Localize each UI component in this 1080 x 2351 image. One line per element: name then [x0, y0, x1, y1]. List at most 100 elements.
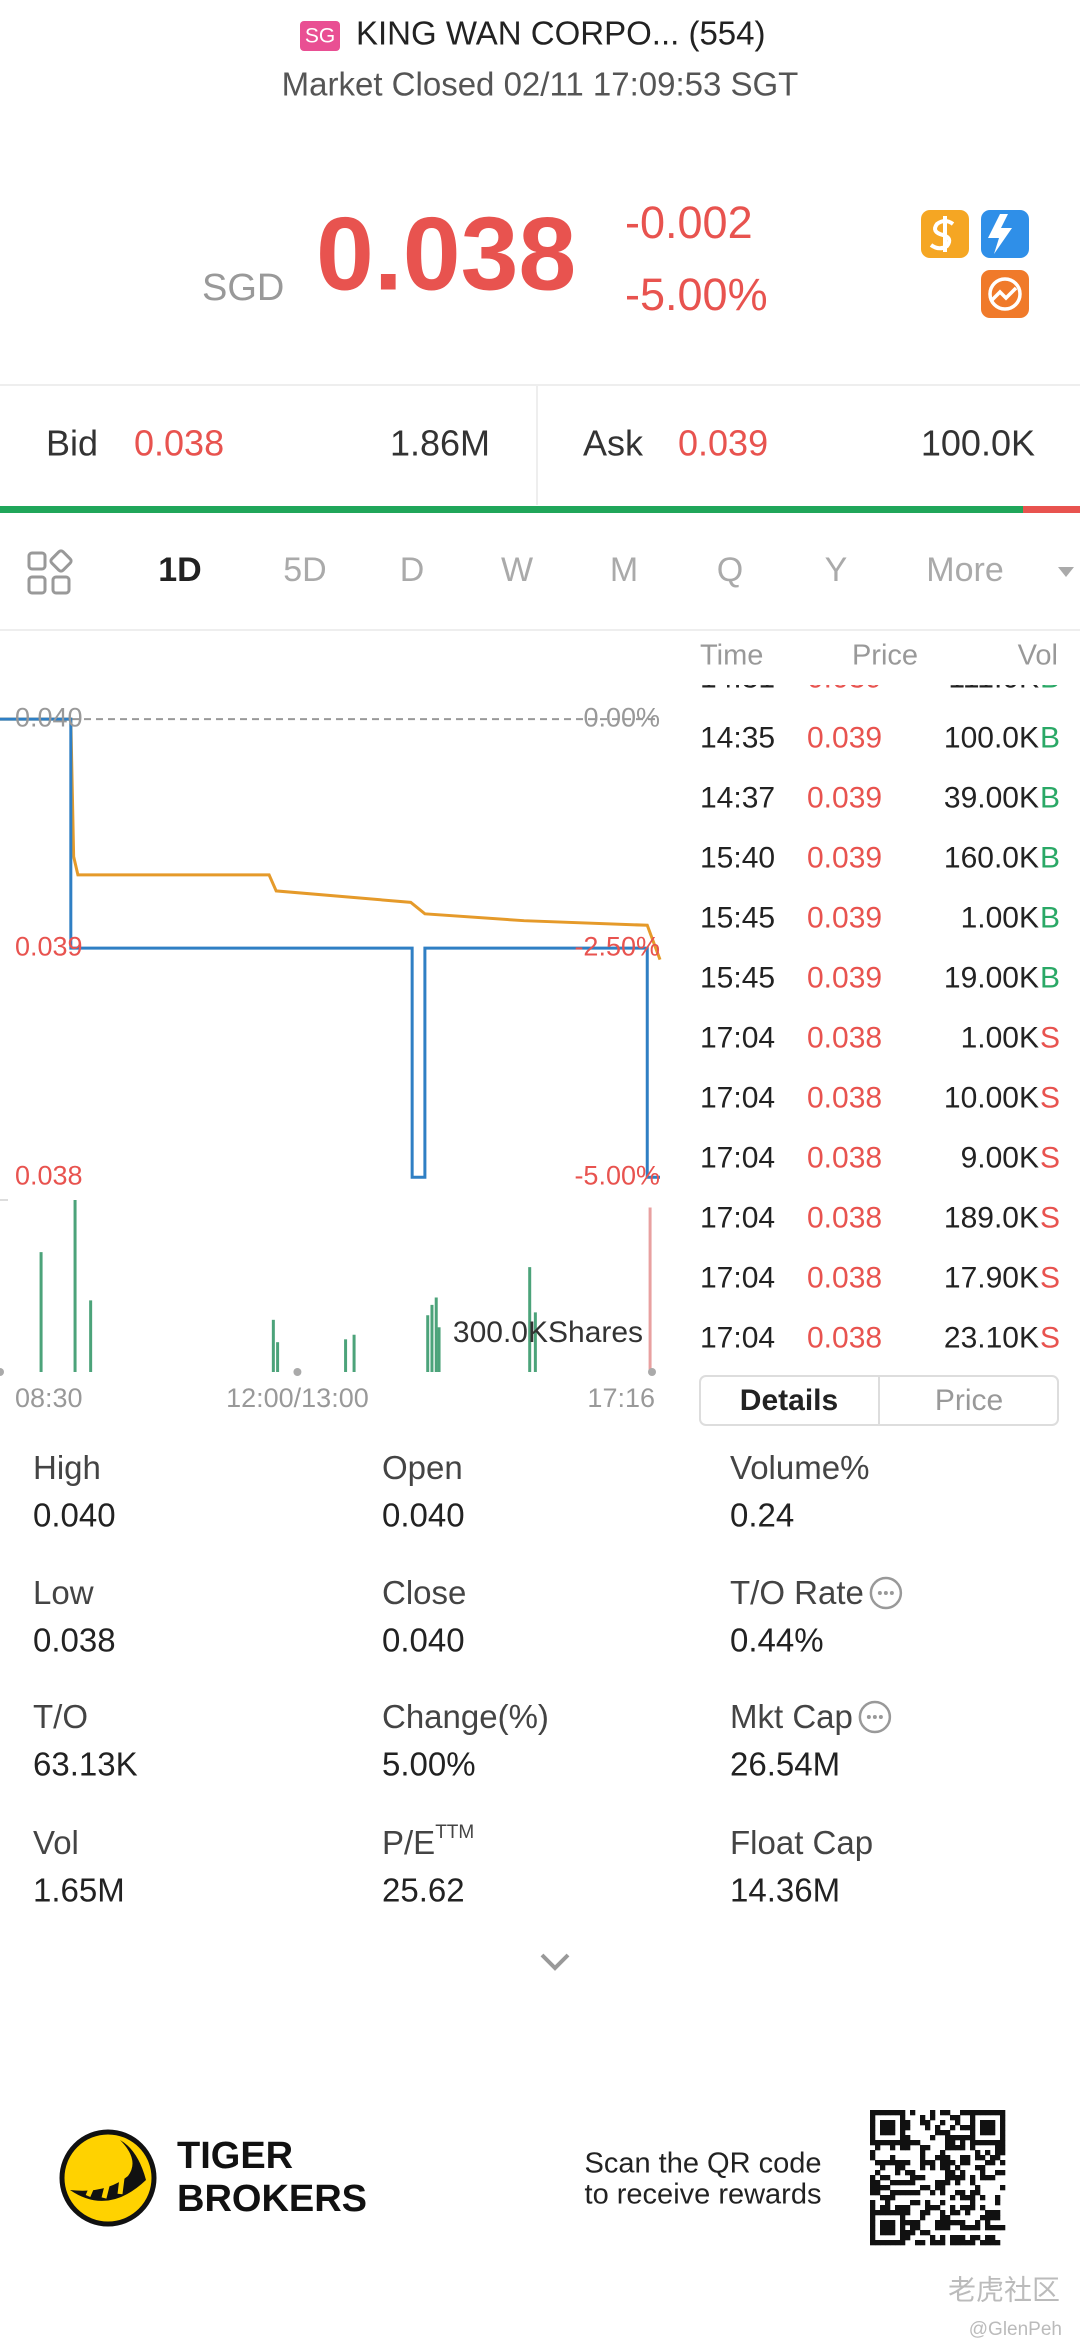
qr-cell [970, 2145, 976, 2151]
qr-cell [880, 2120, 886, 2126]
period-tab[interactable]: W [501, 551, 533, 589]
qr-cell [870, 2205, 876, 2211]
trade-time: 14:37 [700, 781, 775, 814]
qr-cell [1000, 2120, 1006, 2126]
qr-cell [900, 2160, 906, 2166]
period-tab[interactable]: 1D [158, 551, 201, 589]
qr-cell [955, 2220, 961, 2226]
qr-cell [905, 2170, 911, 2176]
qr-cell [970, 2225, 976, 2231]
qr-cell [985, 2175, 991, 2181]
qr-cell [980, 2120, 986, 2126]
qr-cell [890, 2155, 896, 2161]
qr-cell [980, 2175, 986, 2181]
qr-cell [920, 2185, 926, 2191]
qr-cell [935, 2125, 941, 2131]
expand-chevron[interactable] [540, 1953, 570, 1971]
qr-cell [940, 2200, 946, 2206]
qr-cell [905, 2180, 911, 2186]
y2-tick-label: -5.00% [574, 1160, 660, 1190]
qr-cell [930, 2235, 936, 2241]
info-icon[interactable] [869, 1576, 903, 1610]
stat-value: 1.65M [33, 1872, 125, 1909]
trade-volume: 39.00K [944, 781, 1039, 814]
qr-cell [980, 2205, 986, 2211]
qr-cell [985, 2130, 991, 2136]
more-arrow[interactable] [1058, 567, 1074, 577]
detail-tab[interactable]: Price [935, 1384, 1003, 1417]
qr-cell [885, 2110, 891, 2116]
stat-label: Low [33, 1574, 94, 1611]
info-icon[interactable] [858, 1700, 892, 1734]
trade-price: 0.038 [807, 1141, 882, 1174]
qr-cell [985, 2110, 991, 2116]
qr-cell [880, 2195, 886, 2201]
qr-cell [950, 2205, 956, 2211]
qr-cell [915, 2200, 921, 2206]
qr-cell [925, 2120, 931, 2126]
trade-time: 15:45 [700, 901, 775, 934]
detail-tab[interactable]: Details [740, 1384, 838, 1417]
chart-glyph [988, 277, 1022, 311]
stat-label-text: P/E [382, 1824, 435, 1861]
qr-cell [950, 2135, 956, 2141]
qr-cell [915, 2225, 921, 2231]
qr-cell [925, 2230, 931, 2236]
period-tab[interactable]: D [400, 551, 425, 589]
trade-price: 0.039 [807, 901, 882, 934]
qr-cell [910, 2220, 916, 2226]
qr-cell [870, 2240, 876, 2246]
trade-price: 0.038 [807, 1261, 882, 1294]
qr-cell [880, 2175, 886, 2181]
qr-cell [995, 2170, 1001, 2176]
qr-cell [945, 2160, 951, 2166]
qr-cell [960, 2240, 966, 2246]
qr-cell [880, 2225, 886, 2231]
y-tick-label: 0.038 [15, 1160, 83, 1190]
trade-side: S [1040, 1261, 1060, 1294]
qr-cell [940, 2185, 946, 2191]
currency: SGD [202, 267, 284, 309]
qr-cell [980, 2215, 986, 2221]
qr-cell [940, 2180, 946, 2186]
qr-cell [885, 2130, 891, 2136]
stat-label-text: T/O Rate [730, 1574, 864, 1611]
author: @GlenPeh [969, 2319, 1062, 2340]
trade-time: 17:04 [700, 1081, 775, 1114]
period-tab[interactable]: M [610, 551, 638, 589]
trade-side: B [1040, 721, 1060, 754]
qr-cell [960, 2175, 966, 2181]
qr-cell [990, 2235, 996, 2241]
qr-cell [870, 2130, 876, 2136]
price-change: -0.002 [625, 197, 753, 248]
layout-icon[interactable] [27, 549, 73, 595]
qr-cell [925, 2125, 931, 2131]
qr-cell [905, 2190, 911, 2196]
stat-label: Vol [33, 1824, 79, 1861]
period-tab[interactable]: Q [717, 551, 743, 589]
qr-cell [960, 2190, 966, 2196]
qr-cell [945, 2130, 951, 2136]
qr-cell [915, 2220, 921, 2226]
qr-cell [915, 2140, 921, 2146]
trade-time: 17:04 [700, 1321, 775, 1354]
qr-cell [900, 2165, 906, 2171]
trade-price: 0.039 [807, 841, 882, 874]
period-tab[interactable]: Y [825, 551, 848, 589]
scan-text-1: Scan the QR code [585, 2148, 822, 2180]
x-tick-label: 17:16 [587, 1383, 655, 1413]
stat-label-text: Mkt Cap [730, 1698, 853, 1735]
qr-cell [945, 2215, 951, 2221]
trade-side: B [1040, 781, 1060, 814]
quote-icons[interactable] [921, 210, 1029, 318]
qr-cell [885, 2220, 891, 2226]
period-tab[interactable]: 5D [283, 551, 326, 589]
qr-cell [945, 2140, 951, 2146]
flash-glyph [988, 214, 1012, 254]
qr-cell [970, 2205, 976, 2211]
period-tab[interactable]: More [926, 551, 1003, 589]
stat-label-text: Low [33, 1574, 94, 1611]
qr-cell [870, 2125, 876, 2131]
chart-icon[interactable] [981, 270, 1029, 318]
qr-cell [970, 2120, 976, 2126]
